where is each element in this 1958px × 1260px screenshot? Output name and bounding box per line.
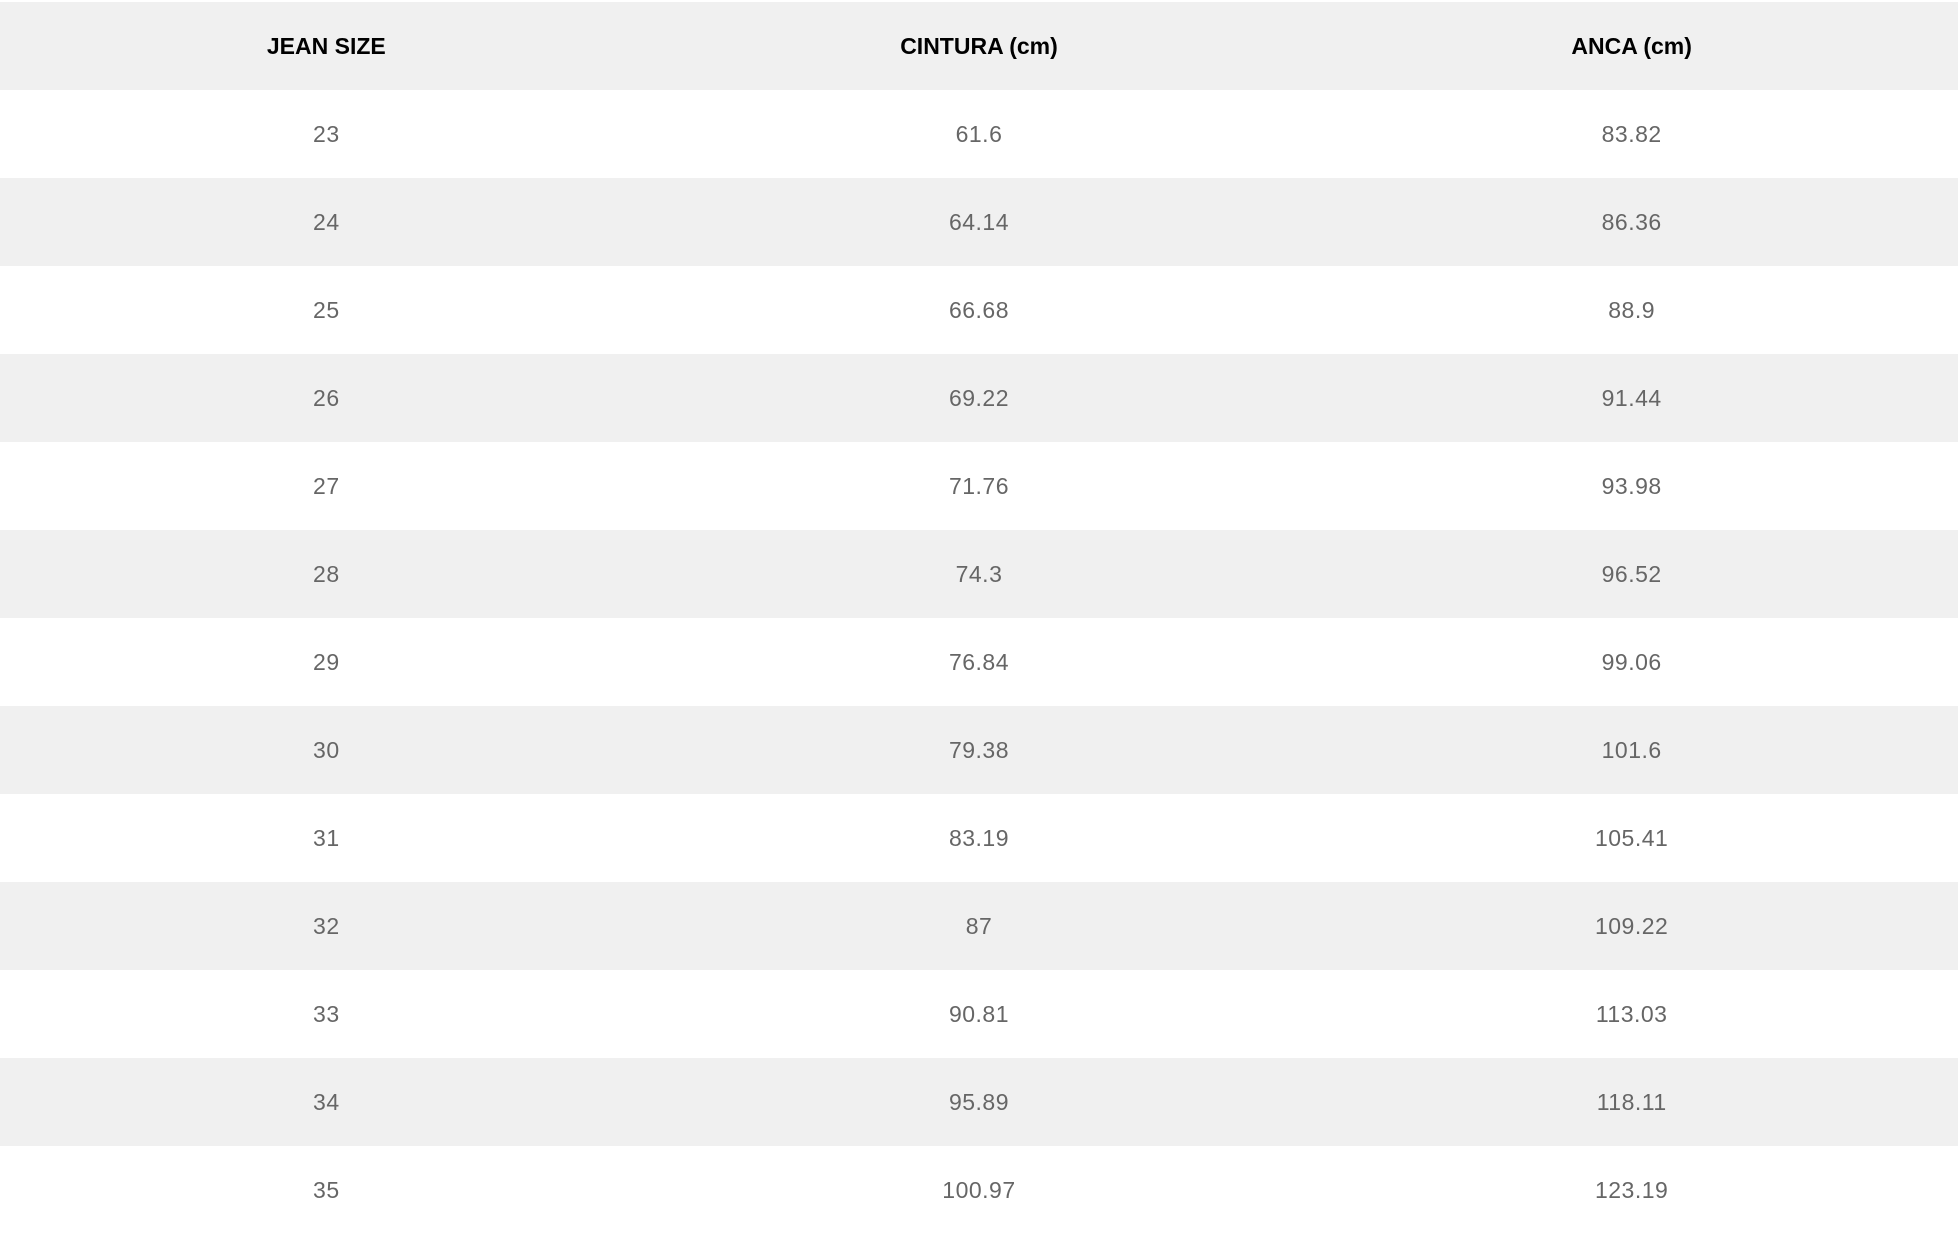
cell-jean-size: 35 [313,1176,340,1203]
table-row: 34 95.89 118.11 [0,1058,1958,1146]
cell-cintura: 66.68 [948,296,1010,323]
cell-cintura: 64.14 [652,178,1306,266]
table-row: 32 87 109.22 [0,882,1958,970]
table-row: 27 71.76 93.98 [0,442,1958,530]
table-row: 26 69.22 91.44 [0,354,1958,442]
table-row: 25 66.68 88.9 [0,266,1958,354]
cell-cintura: 100.97 [942,1176,1016,1203]
table-row: 28 74.3 96.52 [0,530,1958,618]
cell-anca: 101.6 [1305,706,1958,794]
cell-anca: 123.19 [1594,1176,1669,1203]
table-row: 30 79.38 101.6 [0,706,1958,794]
cell-jean-size: 32 [0,882,653,970]
cell-anca: 113.03 [1595,1000,1668,1027]
cell-cintura: 95.89 [652,1058,1306,1146]
cell-jean-size: 30 [0,706,653,794]
cell-anca: 86.36 [1305,178,1958,266]
table-row: 29 76.84 99.06 [0,618,1958,706]
table-row: 23 61.6 83.82 [0,90,1958,178]
cell-cintura: 74.3 [652,530,1306,618]
size-chart-table: JEAN SIZE CINTURA (cm) ANCA (cm) 23 61.6 8… [0,2,1958,1234]
cell-anca: 93.98 [1601,472,1662,499]
table-row: 35 100.97 123.19 [0,1146,1958,1234]
cell-jean-size: 26 [0,354,653,442]
cell-cintura: 69.22 [652,354,1306,442]
cell-jean-size: 29 [313,648,340,675]
cell-jean-size: 34 [0,1058,653,1146]
cell-anca: 99.06 [1601,648,1662,675]
cell-jean-size: 28 [0,530,653,618]
header-jean-size: JEAN SIZE [0,2,653,90]
cell-jean-size: 24 [0,178,653,266]
header-row: JEAN SIZE CINTURA (cm) ANCA (cm) [0,2,1958,90]
header-cintura: CINTURA (cm) [652,2,1306,90]
cell-jean-size: 33 [313,1000,340,1027]
cell-cintura: 87 [652,882,1306,970]
header-anca: ANCA (cm) [1305,2,1958,90]
cell-jean-size: 31 [313,824,340,851]
cell-jean-size: 27 [313,472,340,499]
cell-anca: 88.9 [1608,296,1656,323]
table-row: 33 90.81 113.03 [0,970,1958,1058]
cell-anca: 83.82 [1601,120,1662,147]
table-body: 23 61.6 83.82 24 64.14 86.36 25 66.68 88.9 26 69.2… [0,90,1958,1234]
cell-jean-size: 25 [313,296,340,323]
cell-jean-size: 23 [313,120,340,147]
cell-cintura: 83.19 [948,824,1010,851]
cell-cintura: 90.81 [948,1000,1010,1027]
cell-cintura: 61.6 [955,120,1003,147]
cell-anca: 118.11 [1305,1058,1958,1146]
table-row: 24 64.14 86.36 [0,178,1958,266]
cell-anca: 109.22 [1305,882,1958,970]
cell-cintura: 76.84 [948,648,1010,675]
cell-anca: 105.41 [1594,824,1669,851]
cell-cintura: 79.38 [652,706,1306,794]
table-row: 31 83.19 105.41 [0,794,1958,882]
cell-anca: 91.44 [1305,354,1958,442]
cell-cintura: 71.76 [948,472,1010,499]
cell-anca: 96.52 [1305,530,1958,618]
